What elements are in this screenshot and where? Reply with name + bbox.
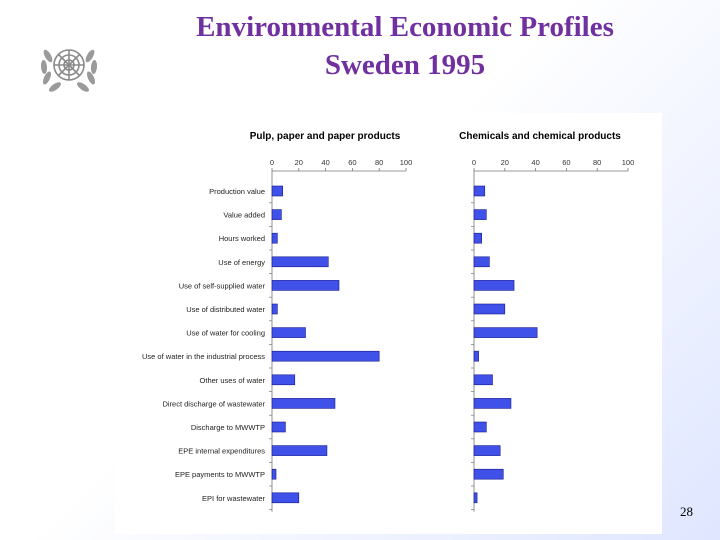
category-label: Use of water in the industrial process (142, 352, 265, 361)
category-label: EPI for wastewater (202, 494, 265, 503)
chart-left: 0 20 40 60 80 100 Production value Value added H… (142, 158, 412, 512)
right-bar (473, 256, 490, 268)
right-bar (473, 421, 487, 433)
x-tick-label: 40 (321, 158, 329, 167)
left-bar (271, 374, 296, 386)
x-tick-label: 100 (622, 158, 635, 167)
right-bar (473, 468, 504, 480)
left-bar (271, 185, 284, 197)
left-bar (271, 303, 278, 315)
left-bar (271, 468, 277, 480)
right-bar (473, 350, 479, 362)
chart-right: 0 20 40 60 80 100 (471, 158, 634, 512)
page-number: 28 (680, 504, 693, 519)
right-bar (473, 280, 515, 291)
slide-title-line2: Sweden 1995 (324, 49, 486, 81)
category-label: Discharge to MWWTP (191, 423, 265, 432)
right-bar (473, 327, 538, 338)
x-tick-label: 60 (562, 158, 570, 167)
left-bar (271, 421, 286, 433)
category-label: Use of self-supplied water (179, 281, 266, 290)
category-label: Other uses of water (200, 376, 266, 385)
right-bar (473, 232, 482, 244)
category-label: Value added (223, 211, 265, 220)
left-bar (271, 350, 380, 362)
x-tick-label: 80 (593, 158, 601, 167)
category-label: EPE internal expenditures (178, 447, 265, 456)
x-tick-label: 20 (295, 158, 303, 167)
left-bar (271, 209, 282, 220)
category-label: Use of energy (218, 258, 265, 267)
x-tick-label: 20 (501, 158, 509, 167)
x-tick-label: 100 (400, 158, 413, 167)
right-bar (473, 445, 501, 456)
right-bar (473, 374, 493, 386)
right-bar (473, 303, 506, 315)
right-bar (473, 209, 487, 220)
chart-title-right: Chemicals and chemical products (459, 131, 621, 142)
right-bar (473, 398, 512, 409)
x-tick-label: 60 (348, 158, 356, 167)
x-tick-label: 80 (375, 158, 383, 167)
x-tick-label: 0 (472, 158, 476, 167)
left-bar (271, 327, 306, 338)
charts: Pulp, paper and paper products Chemicals… (142, 131, 634, 512)
left-bar (271, 232, 278, 244)
x-tick-label: 0 (270, 158, 274, 167)
left-bar (271, 445, 328, 456)
right-bar (473, 185, 486, 197)
chart-panel: Pulp, paper and paper products Chemicals… (115, 113, 662, 534)
un-emblem-icon (40, 49, 98, 92)
right-bar (473, 492, 478, 504)
chart-title-left: Pulp, paper and paper products (250, 131, 401, 142)
left-bar (271, 492, 300, 504)
category-label: EPE payments to MWWTP (175, 470, 265, 479)
category-label: Use of water for cooling (186, 329, 265, 338)
category-label: Hours worked (219, 234, 265, 243)
left-bar (271, 280, 340, 291)
category-label: Production value (209, 187, 265, 196)
slide-title: Environmental Economic Profiles Sweden 1… (90, 8, 720, 84)
left-bar (271, 398, 336, 409)
left-bar (271, 256, 329, 268)
x-tick-label: 40 (531, 158, 539, 167)
slide-title-line1: Environmental Economic Profiles (196, 11, 614, 43)
category-label: Direct discharge of wastewater (162, 399, 265, 408)
category-label: Use of distributed water (186, 305, 265, 314)
